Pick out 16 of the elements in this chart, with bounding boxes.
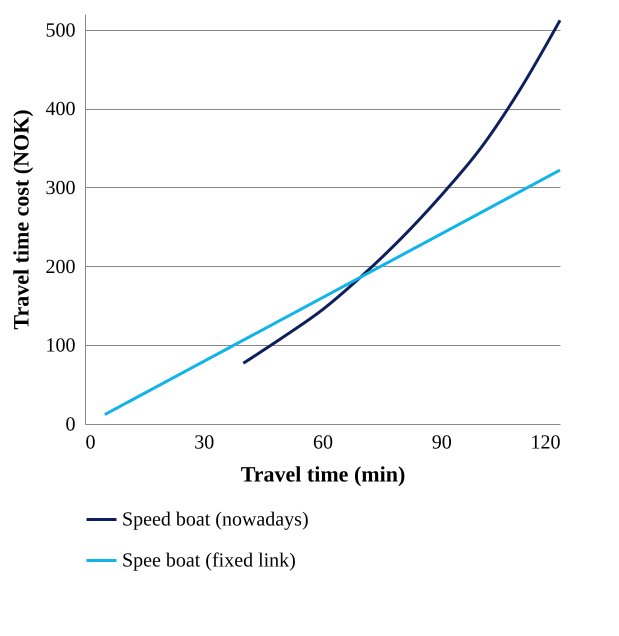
y-tick-label: 400 <box>46 98 76 120</box>
line-series <box>242 18 562 365</box>
y-tick-label: 100 <box>46 334 76 357</box>
x-tick-label: 60 <box>313 432 333 454</box>
x-tick-label: 30 <box>194 432 214 454</box>
y-tick-label: 200 <box>46 256 76 278</box>
x-tick-label: 90 <box>432 432 452 454</box>
x-axis-title: Travel time (min) <box>240 462 406 486</box>
y-tick-label: 500 <box>46 19 76 42</box>
y-tick-label: 300 <box>46 176 76 199</box>
legend-label: Speed boat (nowadays) <box>122 508 309 530</box>
legend-label: Spee boat (fixed link) <box>122 550 296 572</box>
y-tick-label: 0 <box>66 414 76 436</box>
x-tick-label: 120 <box>530 432 560 454</box>
y-axis-title: Travel time cost (NOK) <box>8 109 34 330</box>
x-tick-label: 0 <box>86 432 96 454</box>
